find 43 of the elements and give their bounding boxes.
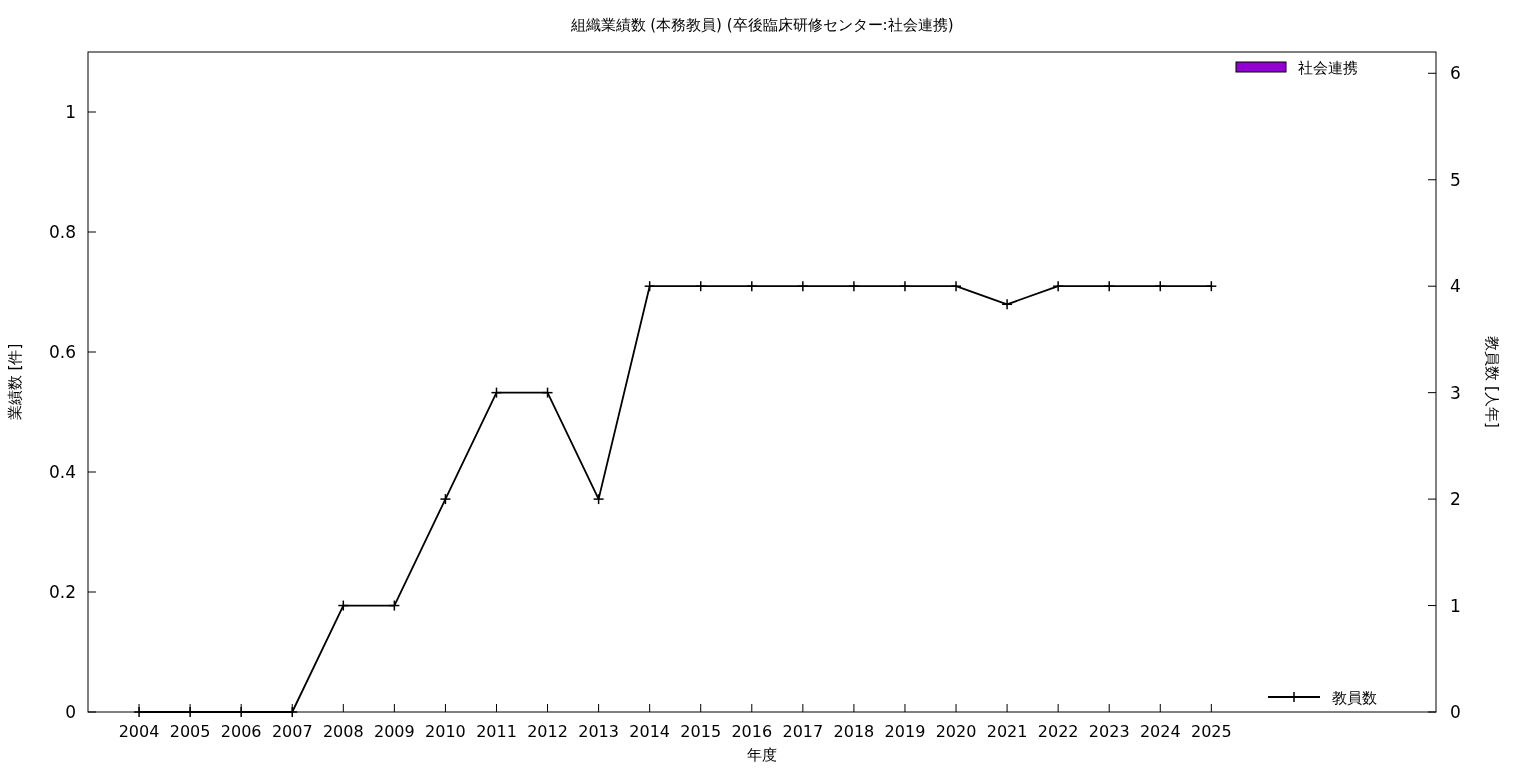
y-tick-label: 1 xyxy=(65,102,76,122)
x-tick-label: 2019 xyxy=(884,722,926,741)
x-tick-label: 2021 xyxy=(986,722,1028,741)
x-tick-label: 2012 xyxy=(527,722,568,741)
x-tick-label: 2010 xyxy=(425,722,466,741)
y-tick-label: 0.8 xyxy=(48,222,76,242)
x-tick-label: 2016 xyxy=(731,722,773,741)
legend-key: 教員数 xyxy=(1267,689,1377,707)
legend-label: 社会連携 xyxy=(1298,59,1358,77)
y2-tick-label: 2 xyxy=(1450,489,1461,510)
y2-axis-title: 教員数 [人年] xyxy=(1483,336,1501,428)
chart-title: 組織業績数 (本務教員) (卒後臨床研修センター:社会連携) xyxy=(569,16,954,34)
x-tick-label: 2018 xyxy=(833,722,875,741)
y2-tick-label: 5 xyxy=(1450,169,1461,190)
x-tick-label: 2022 xyxy=(1037,722,1079,741)
x-tick-label: 2025 xyxy=(1190,722,1232,741)
legend-label: 教員数 xyxy=(1332,689,1377,707)
y2-tick-label: 3 xyxy=(1450,382,1461,403)
y-tick-label: 0 xyxy=(65,702,76,722)
x-tick-label: 2009 xyxy=(374,722,415,741)
x-tick-label: 2015 xyxy=(680,722,722,741)
x-tick-label: 2024 xyxy=(1139,722,1181,741)
y-tick-label: 0.2 xyxy=(48,582,76,602)
x-tick-label: 2017 xyxy=(782,722,824,741)
x-tick-label: 2014 xyxy=(629,722,671,741)
y2-tick-label: 6 xyxy=(1450,63,1461,84)
x-tick-label: 2007 xyxy=(271,722,313,741)
x-tick-label: 2008 xyxy=(322,722,364,741)
y2-tick-label: 1 xyxy=(1450,595,1461,616)
x-axis-title: 年度 xyxy=(747,746,777,764)
y-axis-title: 業績数 [件] xyxy=(6,343,24,421)
x-tick-label: 2006 xyxy=(220,722,262,741)
y2-tick-label: 0 xyxy=(1450,702,1461,722)
x-tick-label: 2020 xyxy=(935,722,977,741)
y2-tick-label: 4 xyxy=(1450,276,1461,297)
x-tick-label: 2023 xyxy=(1088,722,1130,741)
x-tick-label: 2013 xyxy=(578,722,619,741)
legend-key: 社会連携 xyxy=(1235,59,1358,77)
y-tick-label: 0.6 xyxy=(48,342,76,362)
x-tick-label: 2004 xyxy=(118,722,160,741)
x-tick-label: 2011 xyxy=(476,722,517,741)
y-tick-label: 0.4 xyxy=(48,462,76,482)
x-tick-label: 2005 xyxy=(169,722,211,741)
